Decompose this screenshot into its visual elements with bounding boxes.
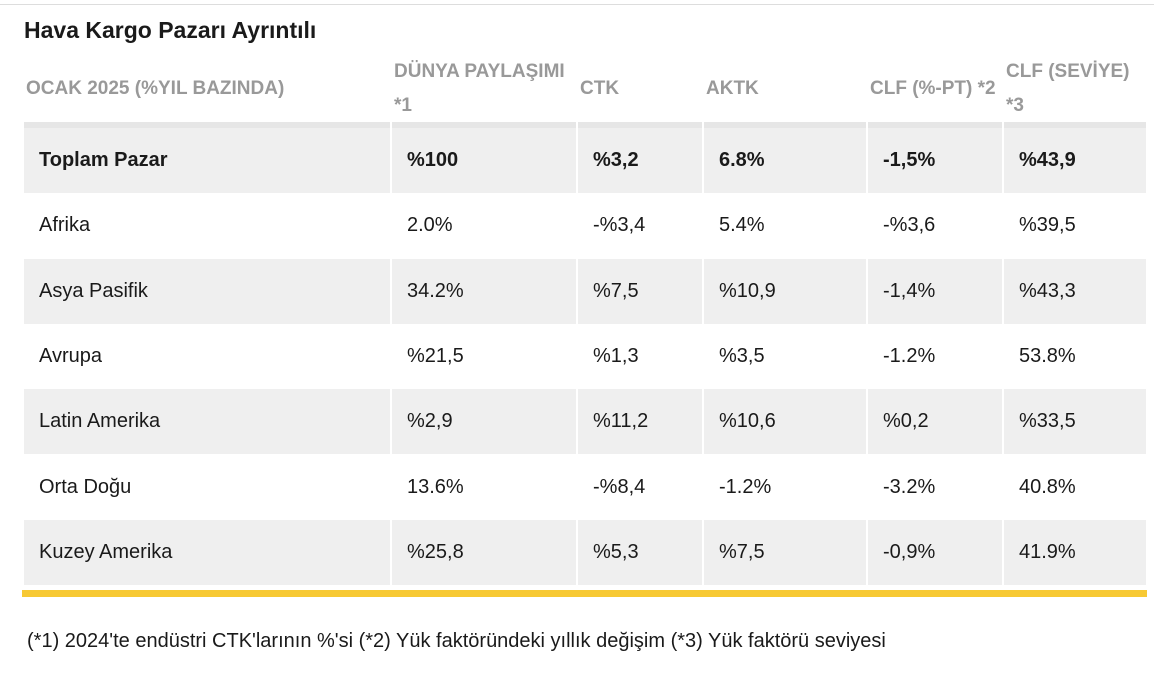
- row-label: Latin Amerika: [24, 389, 390, 455]
- table-cell: %43,3: [1004, 258, 1146, 324]
- table-cell: %10,6: [704, 389, 866, 455]
- table-cell: %3,2: [578, 128, 702, 194]
- table-cell: %33,5: [1004, 389, 1146, 455]
- table-cell: -%8,4: [593, 475, 646, 498]
- column-header: DÜNYA PAYLAŞIMI *1: [392, 55, 576, 128]
- table-cell: %10,9: [704, 258, 866, 324]
- table-cell: -0,9%: [868, 519, 1002, 586]
- divider: [0, 4, 1154, 5]
- row-label: Asya Pasifik: [24, 258, 390, 324]
- table-cell: -%3,6: [883, 214, 936, 237]
- table-cell: -1,5%: [868, 128, 1002, 194]
- accent-bar: [22, 590, 1147, 597]
- row-label: Toplam Pazar: [24, 128, 390, 194]
- table-cell: %1,3: [593, 345, 639, 368]
- table-cell: 34.2%: [392, 258, 576, 324]
- row-label: Orta Doğu: [39, 475, 132, 498]
- table-cell: 6.8%: [704, 128, 866, 194]
- column-header: CLF (SEVİYE) *3: [1004, 55, 1146, 128]
- table-cell: 13.6%: [407, 475, 464, 498]
- table-cell: %43,9: [1004, 128, 1146, 194]
- table-cell: %100: [392, 128, 576, 194]
- table-cell: %21,5: [407, 345, 464, 368]
- column-header: CTK: [578, 55, 702, 128]
- table-cell: %7,5: [578, 258, 702, 324]
- table-cell: -3.2%: [883, 475, 936, 498]
- table-cell: %7,5: [704, 519, 866, 586]
- table-cell: %0,2: [868, 389, 1002, 455]
- table-cell: -1.2%: [719, 475, 772, 498]
- table-cell: -%3,4: [593, 214, 646, 237]
- title: Hava Kargo Pazarı Ayrıntılı: [24, 17, 317, 43]
- row-label: Afrika: [39, 214, 91, 237]
- row-label: Avrupa: [39, 345, 103, 368]
- table-cell: %3,5: [719, 345, 765, 368]
- table-cell: %25,8: [392, 519, 576, 586]
- table-cell: %2,9: [392, 389, 576, 455]
- table: OCAK 2025 (%YIL BAZINDA) DÜNYA PAYLAŞIMI …: [24, 55, 1146, 586]
- table-cell: 41.9%: [1004, 519, 1146, 586]
- table-cell: %39,5: [1019, 214, 1076, 237]
- table-cell: 40.8%: [1019, 475, 1076, 498]
- table-cell: 2.0%: [407, 214, 453, 237]
- column-header: CLF (%-PT) *2: [868, 55, 1002, 128]
- column-header: AKTK: [704, 55, 866, 128]
- table-cell: %5,3: [578, 519, 702, 586]
- footnote: (*1) 2024'te endüstri CTK'larının %'si (…: [27, 630, 886, 652]
- table-cell: 5.4%: [719, 214, 765, 237]
- table-cell: -1,4%: [868, 258, 1002, 324]
- column-header: OCAK 2025 (%YIL BAZINDA): [24, 55, 390, 128]
- table-cell: -1.2%: [883, 345, 936, 368]
- table-cell: %11,2: [578, 389, 702, 455]
- row-label: Kuzey Amerika: [24, 519, 390, 586]
- table-cell: 53.8%: [1019, 345, 1076, 368]
